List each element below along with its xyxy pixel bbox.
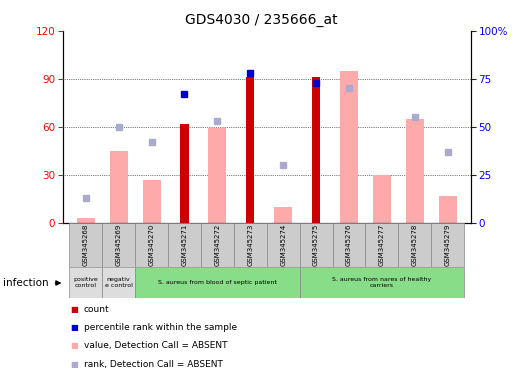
Bar xyxy=(70,223,102,267)
Bar xyxy=(340,71,358,223)
Text: GDS4030 / 235666_at: GDS4030 / 235666_at xyxy=(185,13,338,27)
Text: percentile rank within the sample: percentile rank within the sample xyxy=(84,323,237,332)
Bar xyxy=(373,175,391,223)
Text: ■: ■ xyxy=(71,305,78,314)
Text: GSM345271: GSM345271 xyxy=(181,223,187,266)
Bar xyxy=(333,223,366,267)
Text: GSM345268: GSM345268 xyxy=(83,223,89,266)
Text: S. aureus from blood of septic patient: S. aureus from blood of septic patient xyxy=(158,280,277,285)
Bar xyxy=(300,267,464,298)
Bar xyxy=(70,267,102,298)
Bar xyxy=(246,77,254,223)
Bar xyxy=(406,119,424,223)
Bar xyxy=(439,195,457,223)
Text: GSM345273: GSM345273 xyxy=(247,223,253,266)
Text: S. aureus from nares of healthy
carriers: S. aureus from nares of healthy carriers xyxy=(332,277,431,288)
Text: GSM345278: GSM345278 xyxy=(412,223,418,266)
Bar xyxy=(135,223,168,267)
Text: value, Detection Call = ABSENT: value, Detection Call = ABSENT xyxy=(84,341,227,351)
Text: GSM345275: GSM345275 xyxy=(313,223,319,266)
Bar xyxy=(110,151,128,223)
Bar xyxy=(102,267,135,298)
Bar xyxy=(312,77,320,223)
Bar xyxy=(300,223,333,267)
Bar xyxy=(135,267,300,298)
Bar xyxy=(201,223,234,267)
Bar xyxy=(102,223,135,267)
Bar xyxy=(180,124,189,223)
Text: GSM345270: GSM345270 xyxy=(149,223,155,266)
Bar xyxy=(366,223,399,267)
Bar xyxy=(143,180,161,223)
Bar xyxy=(274,207,292,223)
Text: GSM345277: GSM345277 xyxy=(379,223,385,266)
Text: GSM345276: GSM345276 xyxy=(346,223,352,266)
Bar xyxy=(77,218,95,223)
Text: ■: ■ xyxy=(71,323,78,332)
Text: GSM345274: GSM345274 xyxy=(280,223,286,266)
Text: GSM345272: GSM345272 xyxy=(214,223,220,266)
Text: GSM345269: GSM345269 xyxy=(116,223,122,266)
Text: GSM345279: GSM345279 xyxy=(445,223,451,266)
Text: count: count xyxy=(84,305,109,314)
Bar xyxy=(234,223,267,267)
Text: positive
control: positive control xyxy=(73,277,98,288)
Text: infection: infection xyxy=(3,278,48,288)
Bar xyxy=(168,223,201,267)
Text: ■: ■ xyxy=(71,341,78,351)
Text: ■: ■ xyxy=(71,360,78,369)
Bar xyxy=(208,128,226,223)
Bar xyxy=(267,223,300,267)
Bar xyxy=(431,223,464,267)
Text: negativ
e control: negativ e control xyxy=(105,277,133,288)
Text: rank, Detection Call = ABSENT: rank, Detection Call = ABSENT xyxy=(84,360,223,369)
Bar xyxy=(399,223,431,267)
